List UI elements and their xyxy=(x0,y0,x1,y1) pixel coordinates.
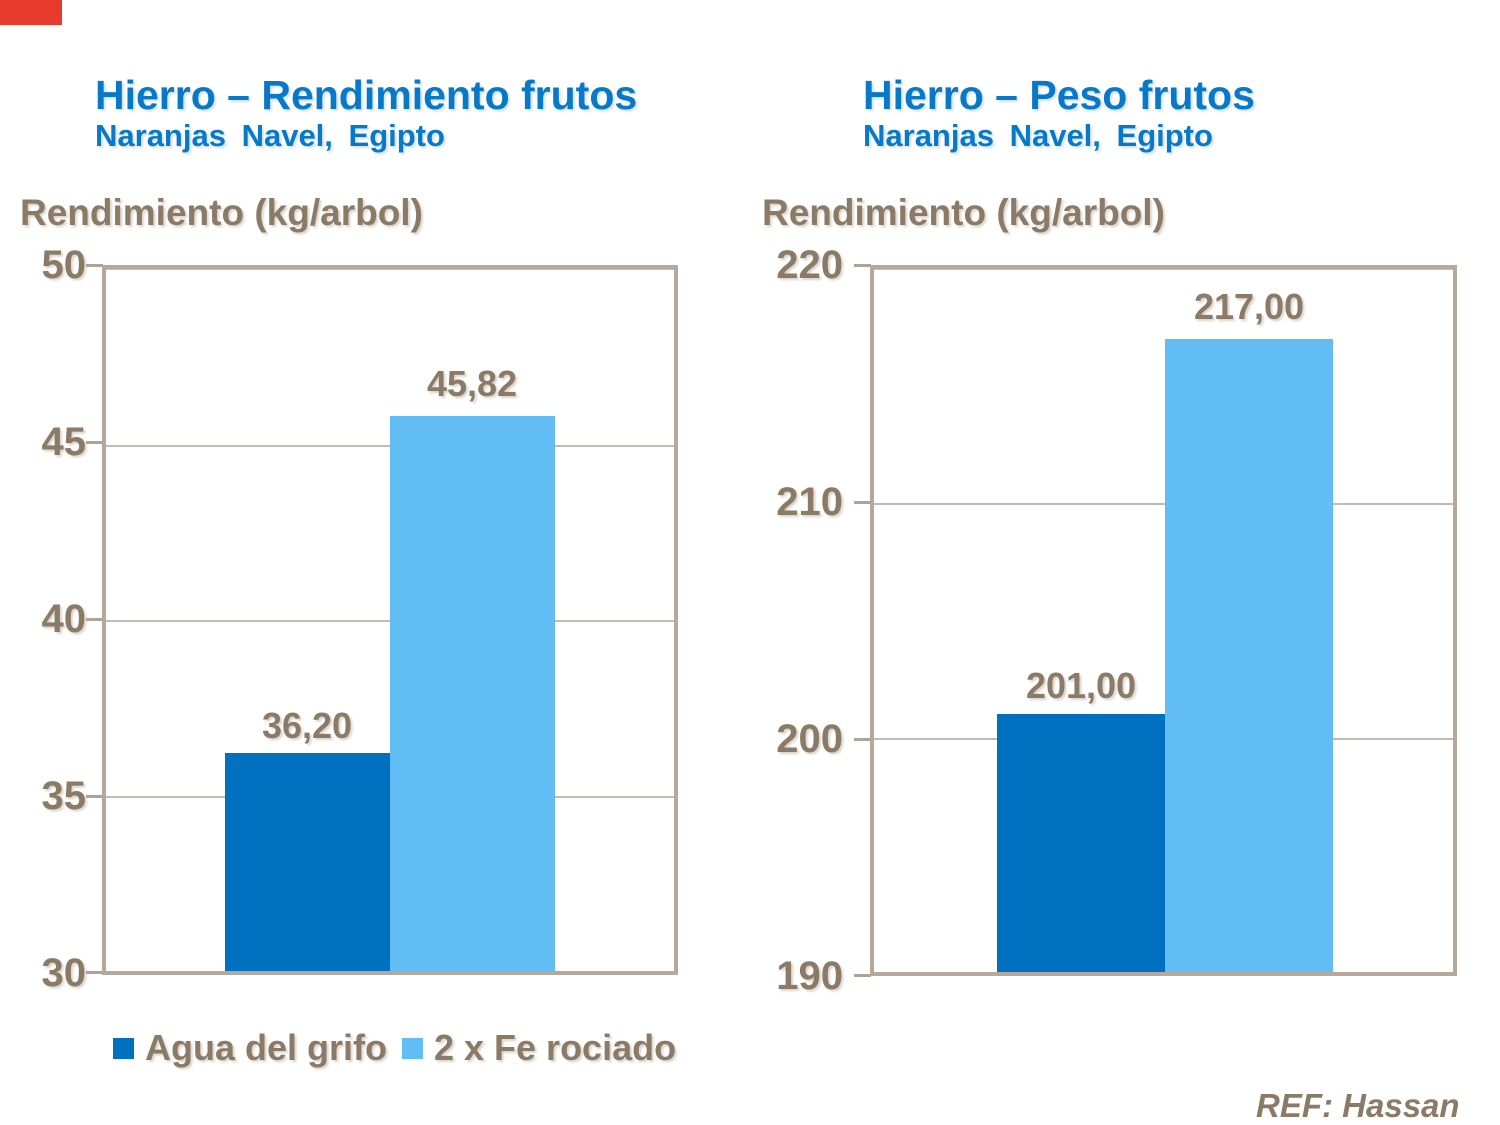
legend-label-fe: 2 x Fe rociado xyxy=(434,1027,677,1068)
left-chart-title-block: Hierro – Rendimiento frutos Naranjas Nav… xyxy=(95,72,637,153)
left-ytick-50: 50 xyxy=(41,243,87,287)
left-tick-mark xyxy=(86,441,103,444)
legend-swatch-light-blue-icon xyxy=(402,1037,423,1059)
left-ytick-45: 45 xyxy=(41,420,87,464)
left-y-axis-title: Rendimiento (kg/arbol) xyxy=(20,192,423,233)
right-plot-area xyxy=(870,265,1457,976)
left-plot-area xyxy=(102,265,678,975)
legend-item-2x-fe-rociado: 2 x Fe rociado xyxy=(402,1027,676,1069)
left-chart-title: Hierro – Rendimiento frutos xyxy=(95,72,638,118)
right-tick-mark xyxy=(854,501,871,504)
right-ytick-200: 200 xyxy=(776,717,843,761)
left-bar-value-fe: 45,82 xyxy=(426,363,518,404)
right-chart-title-block: Hierro – Peso frutos Naranjas Navel, Egi… xyxy=(863,72,1255,153)
left-ytick-35: 35 xyxy=(41,774,87,818)
right-bar-2x-fe-rociado xyxy=(1165,339,1333,972)
right-chart-title: Hierro – Peso frutos xyxy=(863,72,1255,118)
left-tick-mark xyxy=(86,264,103,267)
left-ytick-40: 40 xyxy=(41,597,87,641)
right-tick-mark xyxy=(854,974,871,977)
right-y-axis-title: Rendimiento (kg/arbol) xyxy=(762,192,1165,233)
right-bar-value-fe: 217,00 xyxy=(1193,286,1305,327)
right-chart-subtitle: Naranjas Navel, Egipto xyxy=(863,118,1213,153)
reference-note: REF: Hassan xyxy=(1256,1087,1460,1124)
legend-swatch-dark-blue-icon xyxy=(113,1037,134,1059)
left-bar-value-agua: 36,20 xyxy=(261,705,353,746)
right-tick-mark xyxy=(854,264,871,267)
red-corner-marker xyxy=(0,0,62,25)
left-chart-subtitle: Naranjas Navel, Egipto xyxy=(95,118,445,153)
legend-label-agua: Agua del grifo xyxy=(145,1027,387,1068)
left-tick-mark xyxy=(86,971,103,974)
right-ytick-190: 190 xyxy=(776,954,843,998)
right-bar-value-agua: 201,00 xyxy=(1025,665,1137,706)
right-bar-agua-del-grifo xyxy=(997,714,1165,972)
right-tick-mark xyxy=(854,738,871,741)
left-tick-mark xyxy=(86,795,103,798)
legend-item-agua-del-grifo: Agua del grifo xyxy=(113,1027,387,1069)
right-ytick-210: 210 xyxy=(776,480,843,524)
left-tick-mark xyxy=(86,618,103,621)
right-ytick-220: 220 xyxy=(776,243,843,287)
left-ytick-30: 30 xyxy=(41,951,87,995)
left-bar-agua-del-grifo xyxy=(225,753,390,971)
left-bar-2x-fe-rociado xyxy=(390,415,555,971)
legend: Agua del grifo 2 x Fe rociado xyxy=(113,1026,676,1070)
right-gridline-210 xyxy=(874,503,1453,506)
